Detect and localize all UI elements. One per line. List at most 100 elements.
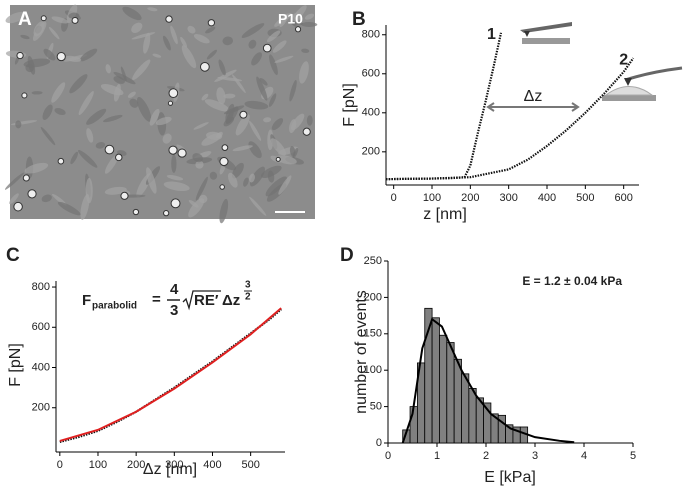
image-tag: P10 — [278, 11, 303, 27]
cell — [251, 52, 262, 66]
round-cell — [16, 51, 24, 60]
x-tick-label: 4 — [581, 450, 587, 462]
x-tick-label: 1 — [434, 450, 440, 462]
cell — [31, 91, 43, 95]
cell — [291, 12, 302, 22]
x-tick-label: 400 — [538, 192, 556, 204]
x-tick-label: 200 — [461, 192, 479, 204]
x-tick-label: 3 — [532, 450, 538, 462]
annotation: Δz — [524, 88, 543, 105]
cell — [132, 59, 151, 81]
cell — [249, 196, 267, 216]
cantilever-inset-1 — [520, 22, 572, 44]
cell — [201, 93, 209, 101]
cell — [40, 126, 56, 146]
cell — [120, 66, 127, 82]
y-axis-label: number of events — [353, 290, 370, 414]
cell — [147, 7, 158, 12]
x-tick-label: 0 — [391, 192, 397, 204]
cell — [122, 6, 142, 21]
round-cell — [120, 191, 129, 200]
y-axis-label: F [pN] — [341, 83, 358, 127]
y-tick-label: 0 — [376, 437, 382, 449]
x-axis-label: Δz [nm] — [143, 461, 197, 478]
cell — [223, 93, 236, 99]
cell — [163, 181, 190, 192]
round-cell — [262, 43, 272, 53]
cell — [214, 69, 237, 82]
cell — [227, 172, 238, 188]
cell — [143, 32, 151, 54]
cell — [249, 166, 265, 187]
round-cell — [165, 15, 173, 23]
cell — [86, 128, 94, 143]
x-tick-label: 2 — [483, 450, 489, 462]
y-tick-label: 200 — [362, 146, 380, 158]
cell — [64, 55, 82, 62]
cell — [244, 100, 269, 110]
cell — [105, 64, 112, 74]
round-cell — [177, 148, 187, 158]
round-cell — [199, 61, 210, 72]
cell — [304, 13, 315, 20]
cell — [113, 84, 121, 102]
cell — [129, 98, 139, 108]
cell — [256, 76, 268, 101]
x-tick-label: 100 — [89, 459, 107, 471]
cell — [137, 96, 152, 122]
y-tick-label: 400 — [32, 361, 50, 373]
cell — [146, 167, 157, 194]
cell — [80, 193, 90, 220]
panel-label: C — [6, 245, 20, 266]
cell — [193, 34, 210, 44]
round-cell — [219, 156, 229, 167]
data-line — [385, 32, 503, 181]
cell — [103, 114, 123, 123]
cell — [5, 11, 27, 24]
formula: Δz — [222, 292, 240, 309]
cell — [195, 160, 204, 169]
x-tick-label: 500 — [241, 459, 259, 471]
cell — [113, 76, 125, 84]
round-cell — [275, 156, 281, 162]
cell — [225, 103, 235, 124]
round-cell — [21, 92, 28, 99]
round-cell — [27, 189, 37, 199]
cell — [20, 34, 30, 40]
series-label: 2 — [619, 51, 628, 68]
y-tick-label: 800 — [362, 29, 380, 41]
cell — [33, 21, 45, 37]
bar — [461, 373, 470, 444]
bar — [431, 317, 440, 444]
cell — [206, 49, 217, 60]
y-tick-label: 200 — [364, 291, 382, 303]
cell — [127, 91, 136, 98]
panel-label: D — [340, 245, 354, 266]
round-cell — [167, 100, 174, 106]
cell — [263, 117, 272, 123]
bar — [446, 342, 455, 444]
cell — [131, 32, 156, 40]
cell — [289, 119, 297, 134]
cell — [9, 193, 19, 205]
formula: RE′ — [194, 292, 219, 309]
cell — [4, 172, 25, 190]
cell — [217, 76, 243, 82]
cell — [42, 104, 53, 120]
cell — [188, 198, 205, 218]
y-tick-label: 600 — [32, 321, 50, 333]
cell — [78, 150, 98, 168]
round-cell — [115, 153, 123, 162]
y-tick-label: 800 — [32, 281, 50, 293]
x-tick-label: 200 — [127, 459, 145, 471]
cell — [206, 131, 223, 140]
cell — [241, 23, 265, 38]
cell — [272, 40, 287, 53]
cell — [278, 175, 292, 195]
cell — [195, 176, 208, 201]
panel-label: B — [352, 9, 366, 30]
round-cell — [239, 110, 248, 119]
cell — [289, 80, 297, 102]
